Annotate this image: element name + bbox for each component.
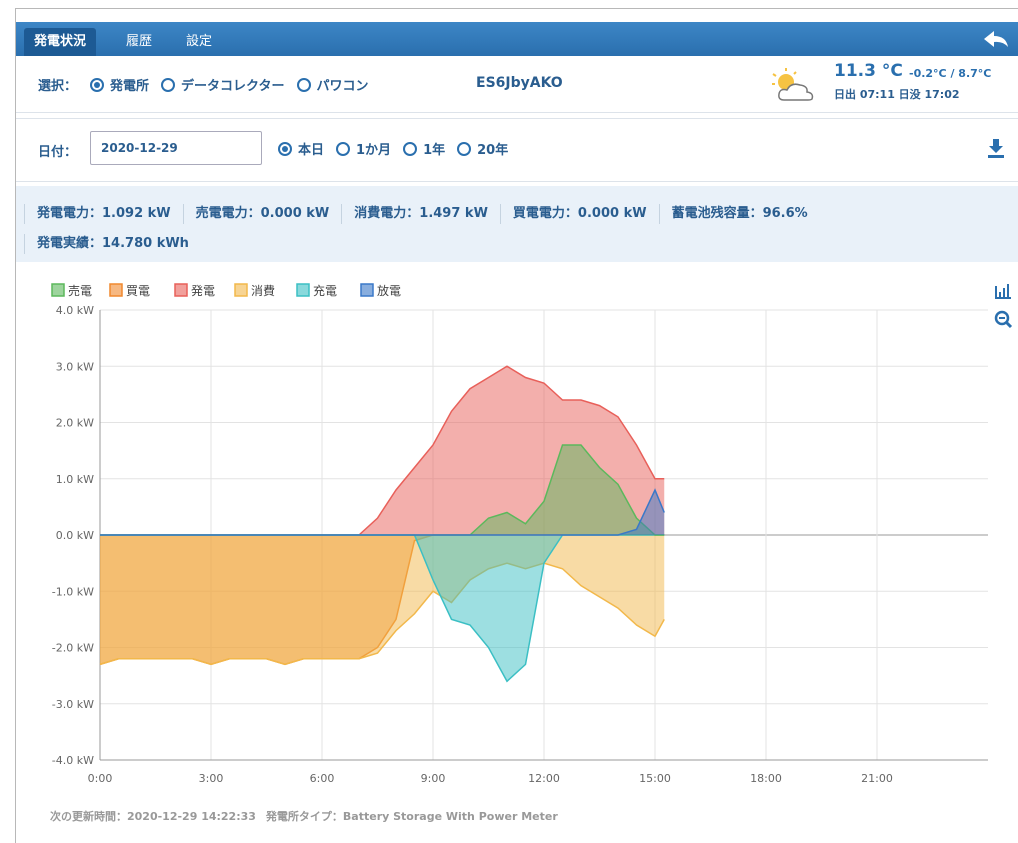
y-tick-label: -3.0 kW (52, 698, 94, 711)
stat: 消費電力：1.497 kW (341, 204, 500, 224)
date-label: 日付： (38, 145, 78, 160)
legend-swatch (109, 283, 123, 297)
stat: 売電電力：0.000 kW (182, 204, 342, 224)
radio-button[interactable] (336, 141, 351, 156)
x-tick-label: 21:00 (861, 772, 893, 785)
stats: 発電電力：1.092 kW 売電電力：0.000 kW 消費電力：1.497 kW 買… (24, 202, 924, 254)
sun-times: 日出 07:11 日没 17:02 (834, 88, 960, 101)
area-line (100, 488, 665, 536)
radio-option[interactable]: 発電所 (90, 75, 149, 94)
x-tick-label: 0:00 (88, 772, 113, 785)
legend-label: 消費 (251, 283, 275, 298)
x-tick-label: 9:00 (421, 772, 446, 785)
legend-swatch (360, 283, 374, 297)
back-icon[interactable] (982, 28, 1010, 50)
legend-swatch (51, 283, 65, 297)
y-tick-label: -2.0 kW (52, 642, 94, 655)
stat: 買電電力：0.000 kW (499, 204, 659, 224)
selection-label: 選択： (38, 79, 78, 94)
stats-panel: 発電電力：1.092 kW 売電電力：0.000 kW 消費電力：1.497 kW 買… (16, 186, 1018, 262)
weather-icon (772, 68, 814, 101)
x-tick-label: 18:00 (750, 772, 782, 785)
y-tick-label: 4.0 kW (56, 304, 94, 317)
tab-bar: 発電状況 履歴 設定 (16, 22, 1018, 56)
selection-options: 発電所 データコレクター パワコン (90, 75, 381, 94)
date-options: 本日 1か月 1年 20年 (278, 139, 520, 158)
chart: 4.0 kW 3.0 kW 2.0 kW 1.0 kW 0.0 kW -1.0 kW -2.… (51, 283, 1013, 785)
temperature-range: -0.2°C / 8.7°C (909, 67, 992, 80)
y-tick-label: 3.0 kW (56, 360, 94, 373)
radio-label: 1年 (423, 143, 446, 158)
radio-option[interactable]: パワコン (296, 75, 369, 94)
x-tick-label: 12:00 (528, 772, 560, 785)
y-tick-label: 2.0 kW (56, 417, 94, 430)
radio-button[interactable] (161, 77, 176, 92)
area-fill (100, 445, 665, 535)
y-tick-label: -1.0 kW (52, 585, 94, 598)
y-tick-label: 1.0 kW (56, 473, 94, 486)
zoom-out-icon[interactable] (994, 310, 1013, 329)
radio-label: パワコン (316, 79, 369, 94)
legend-label: 放電 (377, 283, 401, 298)
tab[interactable]: 発電状況 (24, 28, 97, 56)
radio-button[interactable] (278, 141, 292, 156)
bar-chart-icon[interactable] (995, 284, 1011, 299)
radio-button[interactable] (457, 141, 472, 156)
stat: 発電実績：14.780 kWh (24, 234, 201, 254)
radio-option[interactable]: 1か月 (336, 139, 391, 158)
radio-button[interactable] (90, 77, 104, 92)
selection-row: 選択： 発電所 データコレクター パワコン ES6JbyAKO 11.3 °C -0… (16, 56, 1018, 113)
y-tick-label: 0.0 kW (56, 529, 94, 542)
stat: 発電電力：1.092 kW (24, 204, 183, 224)
radio-label: 20年 (477, 143, 509, 158)
x-tick-label: 6:00 (310, 772, 335, 785)
radio-option[interactable]: 20年 (457, 139, 508, 158)
footer: 次の更新時間：2020-12-29 14:22:33 発電所タイプ：Battery… (50, 808, 558, 824)
legend-swatch (174, 283, 188, 297)
frame (15, 8, 1018, 843)
legend-label: 充電 (313, 283, 337, 298)
radio-button[interactable] (403, 141, 418, 156)
area-fill (100, 535, 665, 682)
radio-button[interactable] (296, 77, 311, 92)
legend-label: 買電 (126, 284, 150, 298)
legend-label: 発電 (191, 284, 215, 298)
plant-type: 発電所タイプ：Battery Storage With Power Meter (265, 810, 558, 823)
date-input[interactable]: 2020-12-29 (90, 131, 262, 165)
x-tick-label: 15:00 (639, 772, 671, 785)
legend-label: 売電 (68, 283, 92, 298)
download-icon[interactable] (986, 137, 1006, 159)
area-line (99, 562, 665, 666)
radio-option[interactable]: 本日 (278, 139, 324, 158)
area-fill (100, 535, 665, 665)
radio-option[interactable]: データコレクター (161, 75, 285, 94)
radio-label: 発電所 (110, 79, 150, 94)
area-fill (100, 366, 665, 535)
update-time: 次の更新時間：2020-12-29 14:22:33 (50, 810, 256, 823)
date-row: 日付： 2020-12-29 本日 1か月 1年 20年 (16, 118, 1018, 182)
legend-swatch (296, 283, 310, 297)
y-tick-label: -4.0 kW (52, 754, 94, 767)
radio-label: 本日 (298, 143, 325, 158)
temperature: 11.3 °C (834, 61, 903, 81)
legend-swatch (234, 283, 248, 297)
radio-option[interactable]: 1年 (403, 139, 445, 158)
radio-label: 1か月 (356, 143, 392, 158)
x-tick-label: 3:00 (199, 772, 224, 785)
tab[interactable]: 設定 (186, 34, 213, 49)
stat: 蓄電池残容量：96.6% (658, 204, 820, 224)
tab[interactable]: 履歴 (126, 34, 153, 49)
radio-label: データコレクター (181, 79, 285, 94)
device-name: ES6JbyAKO (476, 75, 563, 91)
